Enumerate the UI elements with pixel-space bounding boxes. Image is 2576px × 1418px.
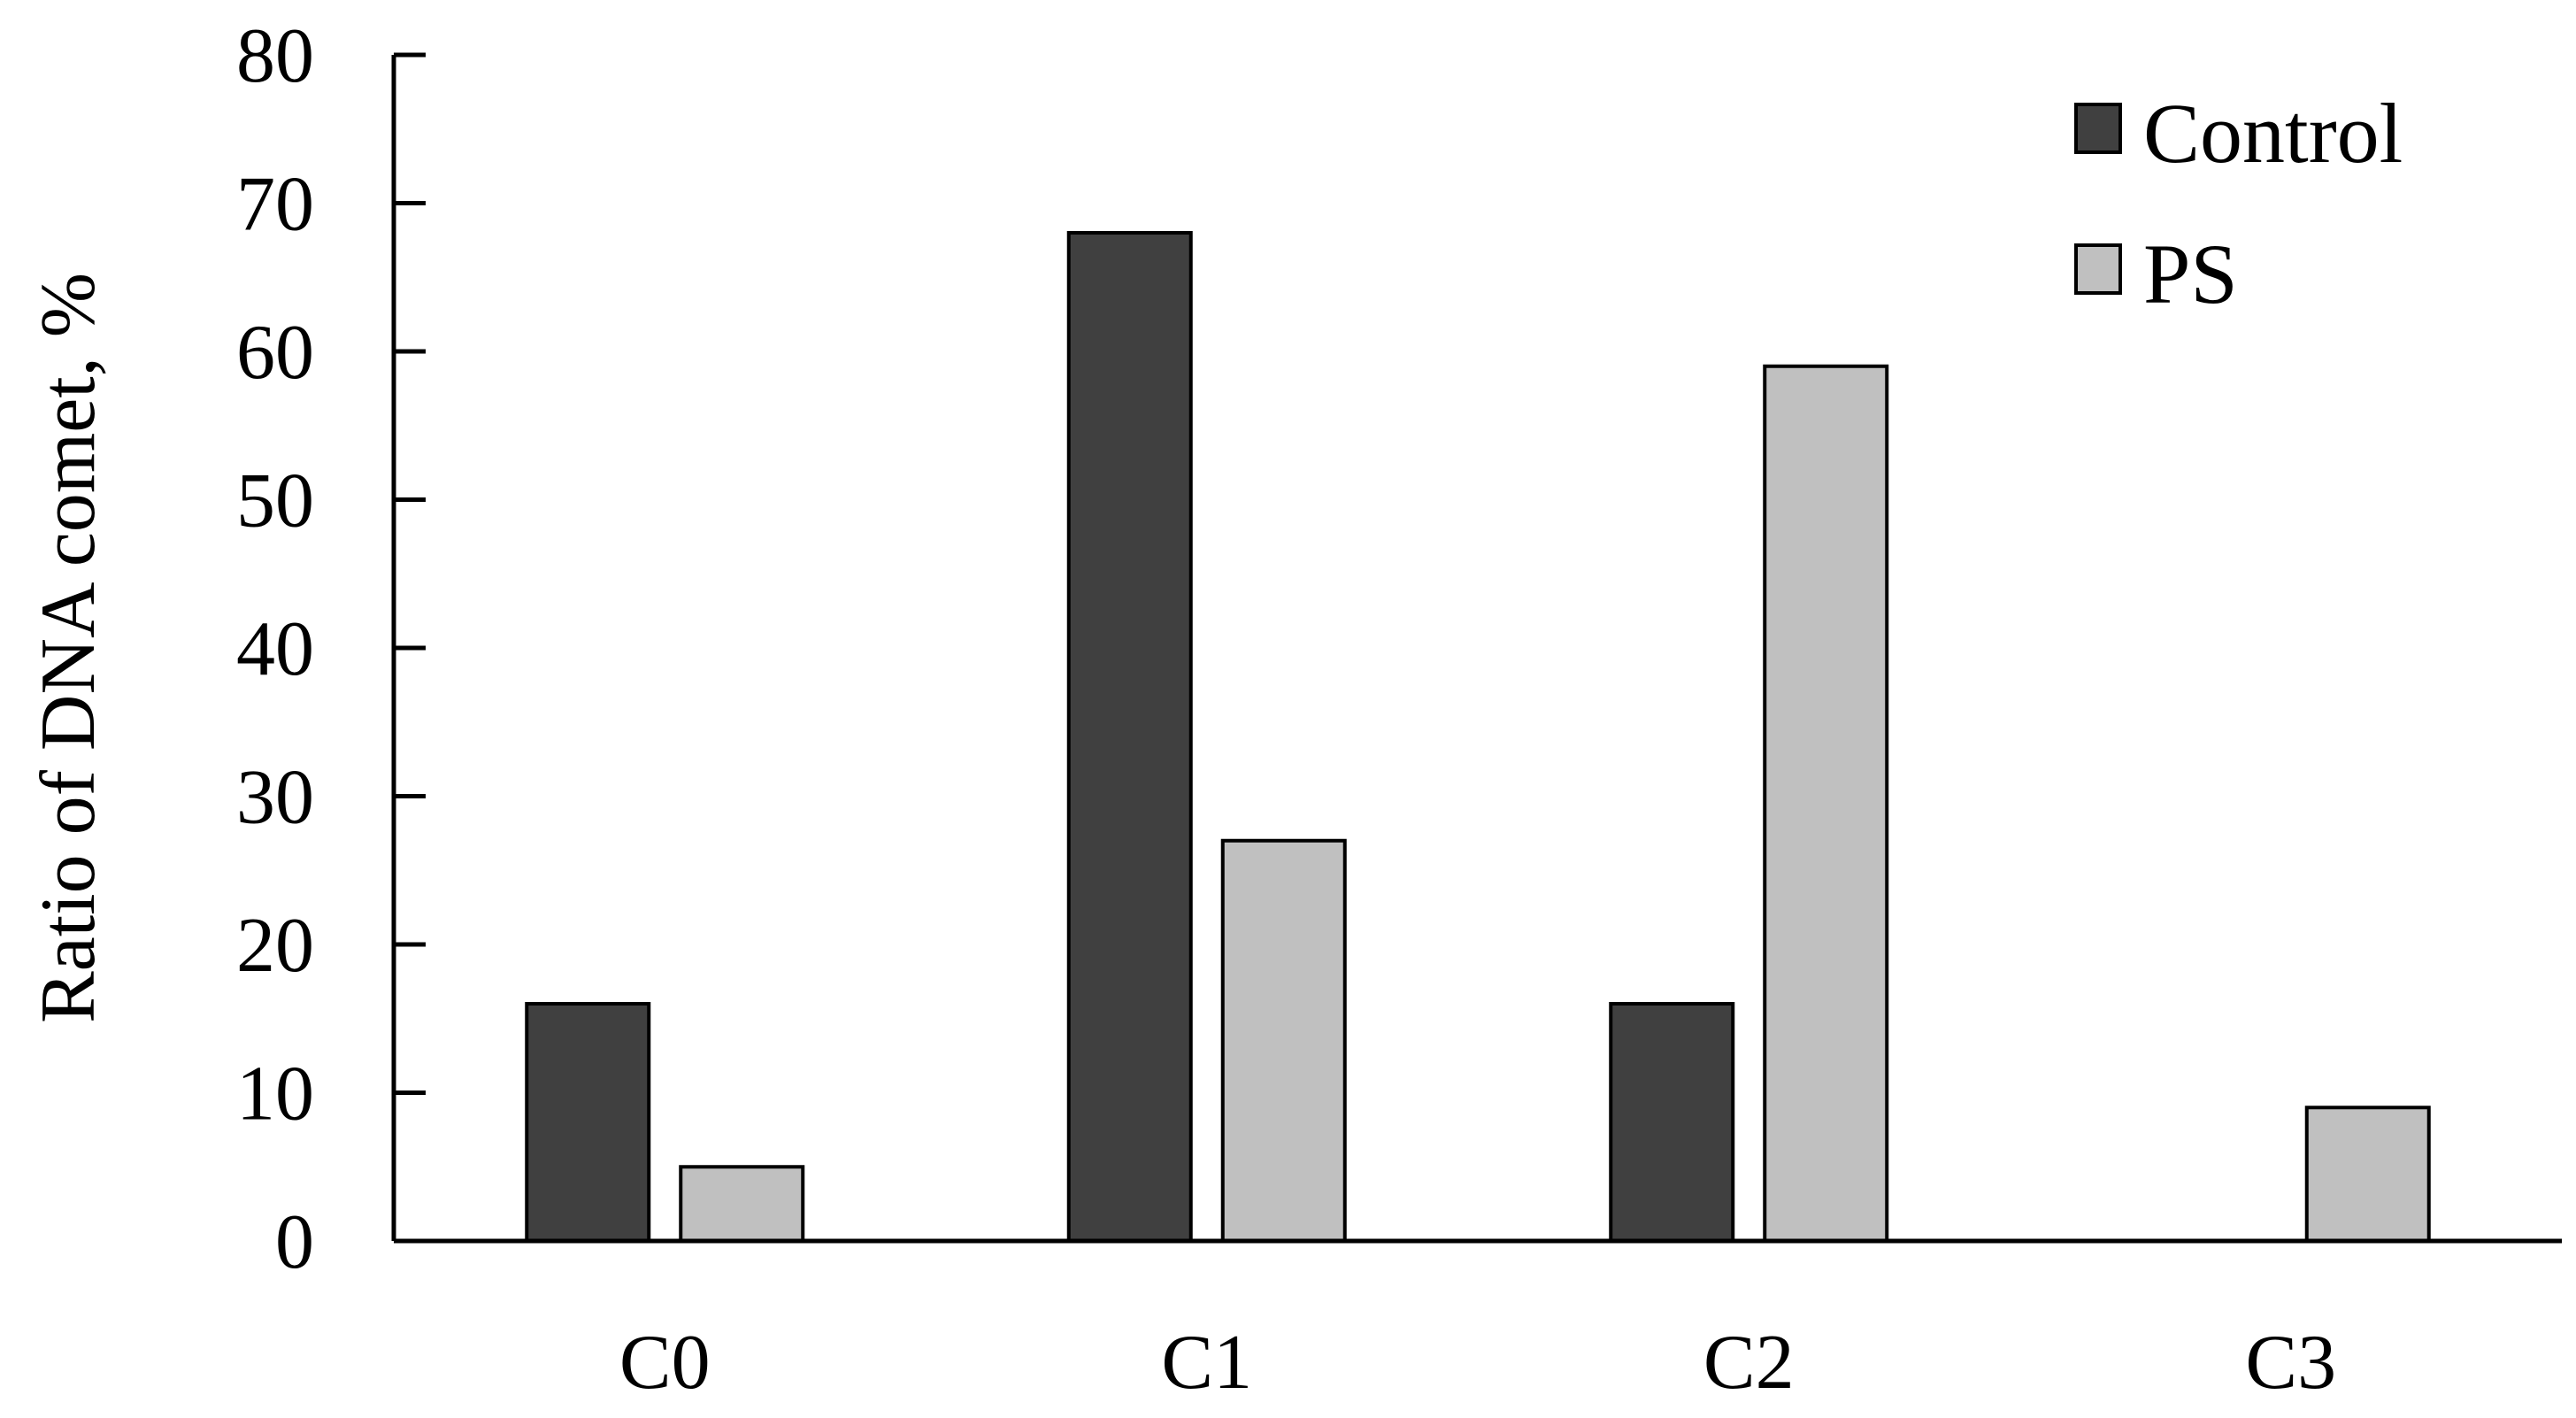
bar-ps-c2: [1763, 364, 1889, 1243]
x-axis-ticks: C0 C1 C2 C3: [619, 1320, 2336, 1406]
y-tick-label: 20: [236, 903, 314, 989]
x-tick-label: C0: [619, 1320, 711, 1406]
bar-ps-c1: [1220, 838, 1347, 1243]
y-tick-label: 0: [275, 1199, 314, 1285]
y-tick-label: 50: [236, 459, 314, 544]
legend-swatch-control: [2074, 103, 2122, 154]
bar-control-c2: [1609, 1002, 1735, 1243]
y-tick-label: 30: [236, 755, 314, 841]
y-tick-label: 70: [236, 162, 314, 248]
bar-control-c0: [525, 1002, 651, 1243]
x-tick-label: C2: [1703, 1320, 1795, 1406]
y-axis-title: Ratio of DNA comet, %: [26, 273, 111, 1023]
bar-ps-c0: [679, 1165, 805, 1243]
bars-group: [525, 231, 2431, 1243]
legend-swatch-ps: [2074, 243, 2122, 295]
bar-control-c1: [1066, 231, 1193, 1243]
legend-label-control: Control: [2143, 86, 2403, 181]
y-tick-label: 40: [236, 606, 314, 692]
y-tick-label: 80: [236, 13, 314, 99]
legend: Control PS: [2074, 86, 2403, 321]
bar-ps-c3: [2304, 1106, 2431, 1243]
y-axis-ticks: 0 10 20 30 40 50 60 70 80: [236, 13, 426, 1285]
y-tick-label: 10: [236, 1052, 314, 1137]
y-tick-label: 60: [236, 310, 314, 396]
x-tick-label: C1: [1161, 1320, 1252, 1406]
legend-label-ps: PS: [2143, 227, 2238, 321]
x-tick-label: C3: [2245, 1320, 2336, 1406]
